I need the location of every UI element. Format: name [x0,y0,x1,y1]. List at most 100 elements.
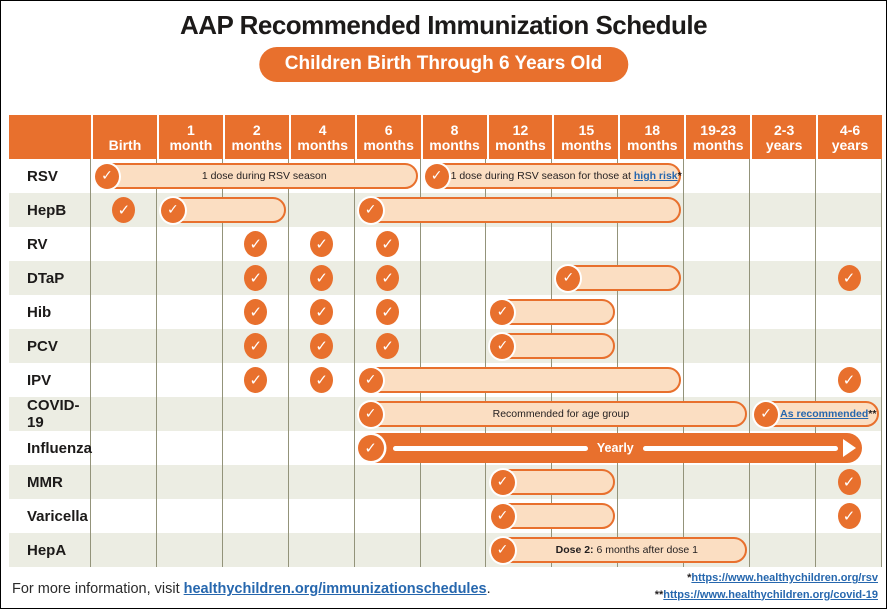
footnote-link[interactable]: https://www.healthychildren.org/covid-19 [663,588,878,601]
check-icon: ✓ [310,231,334,257]
header-corner-cell [9,115,91,159]
as-recommended-link[interactable]: As recommended [780,408,869,420]
table-header-row: Birth 1 month 2 months 4 months 6 months 8 months 1… [9,115,882,159]
schedule-row-mmr: MMR ✓ ✓ [9,465,882,499]
vaccine-label: Influenza [27,439,93,457]
schedule-row-hepb: HepB ✓ ✓ ✓ [9,193,882,227]
schedule-row-dtap: DTaP ✓ ✓ ✓ ✓ ✓ [9,261,882,295]
arrowhead-icon [843,439,856,457]
schedule-row-ipv: IPV ✓ ✓ ✓ ✓ [9,363,882,397]
dose-pill: ✓ [357,367,682,393]
check-icon: ✓ [490,503,515,529]
column-header-2-months: 2 months [224,115,289,159]
dose-pill: ✓ [489,503,616,529]
footnote-marker: ** [868,408,877,420]
schedule-row-hib: Hib ✓ ✓ ✓ ✓ [9,295,882,329]
column-header-15-months: 15 months [554,115,619,159]
check-icon: ✓ [490,469,515,495]
check-icon: ✓ [310,333,334,359]
schedule-row-influenza: Influenza ✓ Yearly [9,431,882,465]
check-icon: ✓ [837,265,861,291]
column-header-line: months [231,137,283,154]
schedule-row-covid-19: COVID-19 ✓ Recommended for age group ✓ As re… [9,397,882,431]
dose-pill: ✓ [555,265,682,291]
age-range-badge: Children Birth Through 6 Years Old [258,47,629,82]
footnote-line: *https://www.healthychildren.org/rsv [655,570,878,587]
arrow-line [642,445,838,451]
column-header-line: 4-6 [839,121,861,138]
dose-pill: ✓ As recommended** [753,401,879,427]
schedule-table: Birth 1 month 2 months 4 months 6 months 8 months 1… [9,115,882,567]
check-icon: ✓ [490,299,515,325]
page-title: AAP Recommended Immunization Schedule [179,10,708,40]
schedule-row-varicella: Varicella ✓ ✓ [9,499,882,533]
column-header-4-6-years: 4-6 years [818,115,882,159]
vaccine-label: MMR [27,473,63,491]
schedule-row-rsv: RSV ✓ 1 dose during RSV season ✓ 1 dose duri… [9,159,882,193]
column-header-line: 1 [186,121,195,138]
check-icon: ✓ [310,367,334,393]
footnote-marker: ** [654,588,664,601]
column-header-line: month [169,137,213,154]
column-header-line: months [561,137,612,154]
yearly-label: Yearly [596,441,634,455]
dose-pill: ✓ [489,333,616,359]
check-icon: ✓ [358,197,383,223]
column-header-line: months [627,137,678,154]
column-header-line: 18 [644,121,661,138]
column-header-line: 19-23 [700,121,737,138]
check-icon: ✓ [376,333,400,359]
check-icon: ✓ [244,367,268,393]
check-icon: ✓ [376,299,400,325]
check-icon: ✓ [837,503,861,529]
check-icon: ✓ [376,231,400,257]
check-icon: ✓ [95,163,119,189]
column-header-line: 8 [450,121,459,138]
footer-info: For more information, visit healthychild… [12,581,491,597]
column-header-line: 4 [318,121,327,138]
check-icon: ✓ [244,231,268,257]
vaccine-label: HepA [27,541,67,559]
check-icon: ✓ [310,265,334,291]
column-header-line: months [363,137,414,154]
check-icon: ✓ [244,333,268,359]
footnote-line: **https://www.healthychildren.org/covid-… [655,587,878,604]
check-icon: ✓ [376,265,400,291]
high-risk-link[interactable]: high risk [633,170,678,182]
vaccine-label: PCV [27,337,58,355]
check-icon: ✓ [490,333,515,359]
column-header-12-months: 12 months [488,115,553,159]
column-header-6-months: 6 months [356,115,421,159]
dose-pill: ✓ [489,469,616,495]
table-rows: RSV ✓ 1 dose during RSV season ✓ 1 dose duri… [9,159,882,567]
vaccine-label: HepB [27,201,67,219]
check-icon: ✓ [358,401,383,427]
check-icon: ✓ [837,367,861,393]
dose-pill-label: As recommended** [778,404,884,424]
column-header-4-months: 4 months [290,115,355,159]
column-header-1-month: 1 month [158,115,223,159]
dose-pill-label: 1 dose during RSV season [201,170,327,182]
column-header-line: years [765,137,803,154]
dose-pill: ✓ 1 dose during RSV season [94,163,418,189]
column-header-line: months [692,137,744,154]
dose-pill: ✓ [357,197,682,223]
footnote-marker: * [687,572,692,584]
immunizationschedules-link[interactable]: healthychildren.org/immunizationschedule… [183,581,487,597]
column-header-line: 6 [384,121,393,138]
check-icon: ✓ [310,299,334,325]
column-header-line: Birth [108,137,142,154]
check-icon: ✓ [424,163,449,189]
dose-pill: ✓ 1 dose during RSV season for those at h… [423,163,682,189]
dose-pill: ✓ [489,299,616,325]
schedule-row-pcv: PCV ✓ ✓ ✓ ✓ [9,329,882,363]
dose-pill-label: Dose 2: 6 months after dose 1 [555,544,699,556]
dose-pill-label: 1 dose during RSV season for those at hi… [450,170,682,182]
column-header-2-3-years: 2-3 years [752,115,817,159]
footer-info-period: . [486,581,491,597]
table-body: RSV ✓ 1 dose during RSV season ✓ 1 dose duri… [9,159,882,567]
column-header-line: months [297,137,348,154]
vaccine-label: Varicella [27,507,88,525]
footnote-link[interactable]: https://www.healthychildren.org/rsv [691,572,878,584]
